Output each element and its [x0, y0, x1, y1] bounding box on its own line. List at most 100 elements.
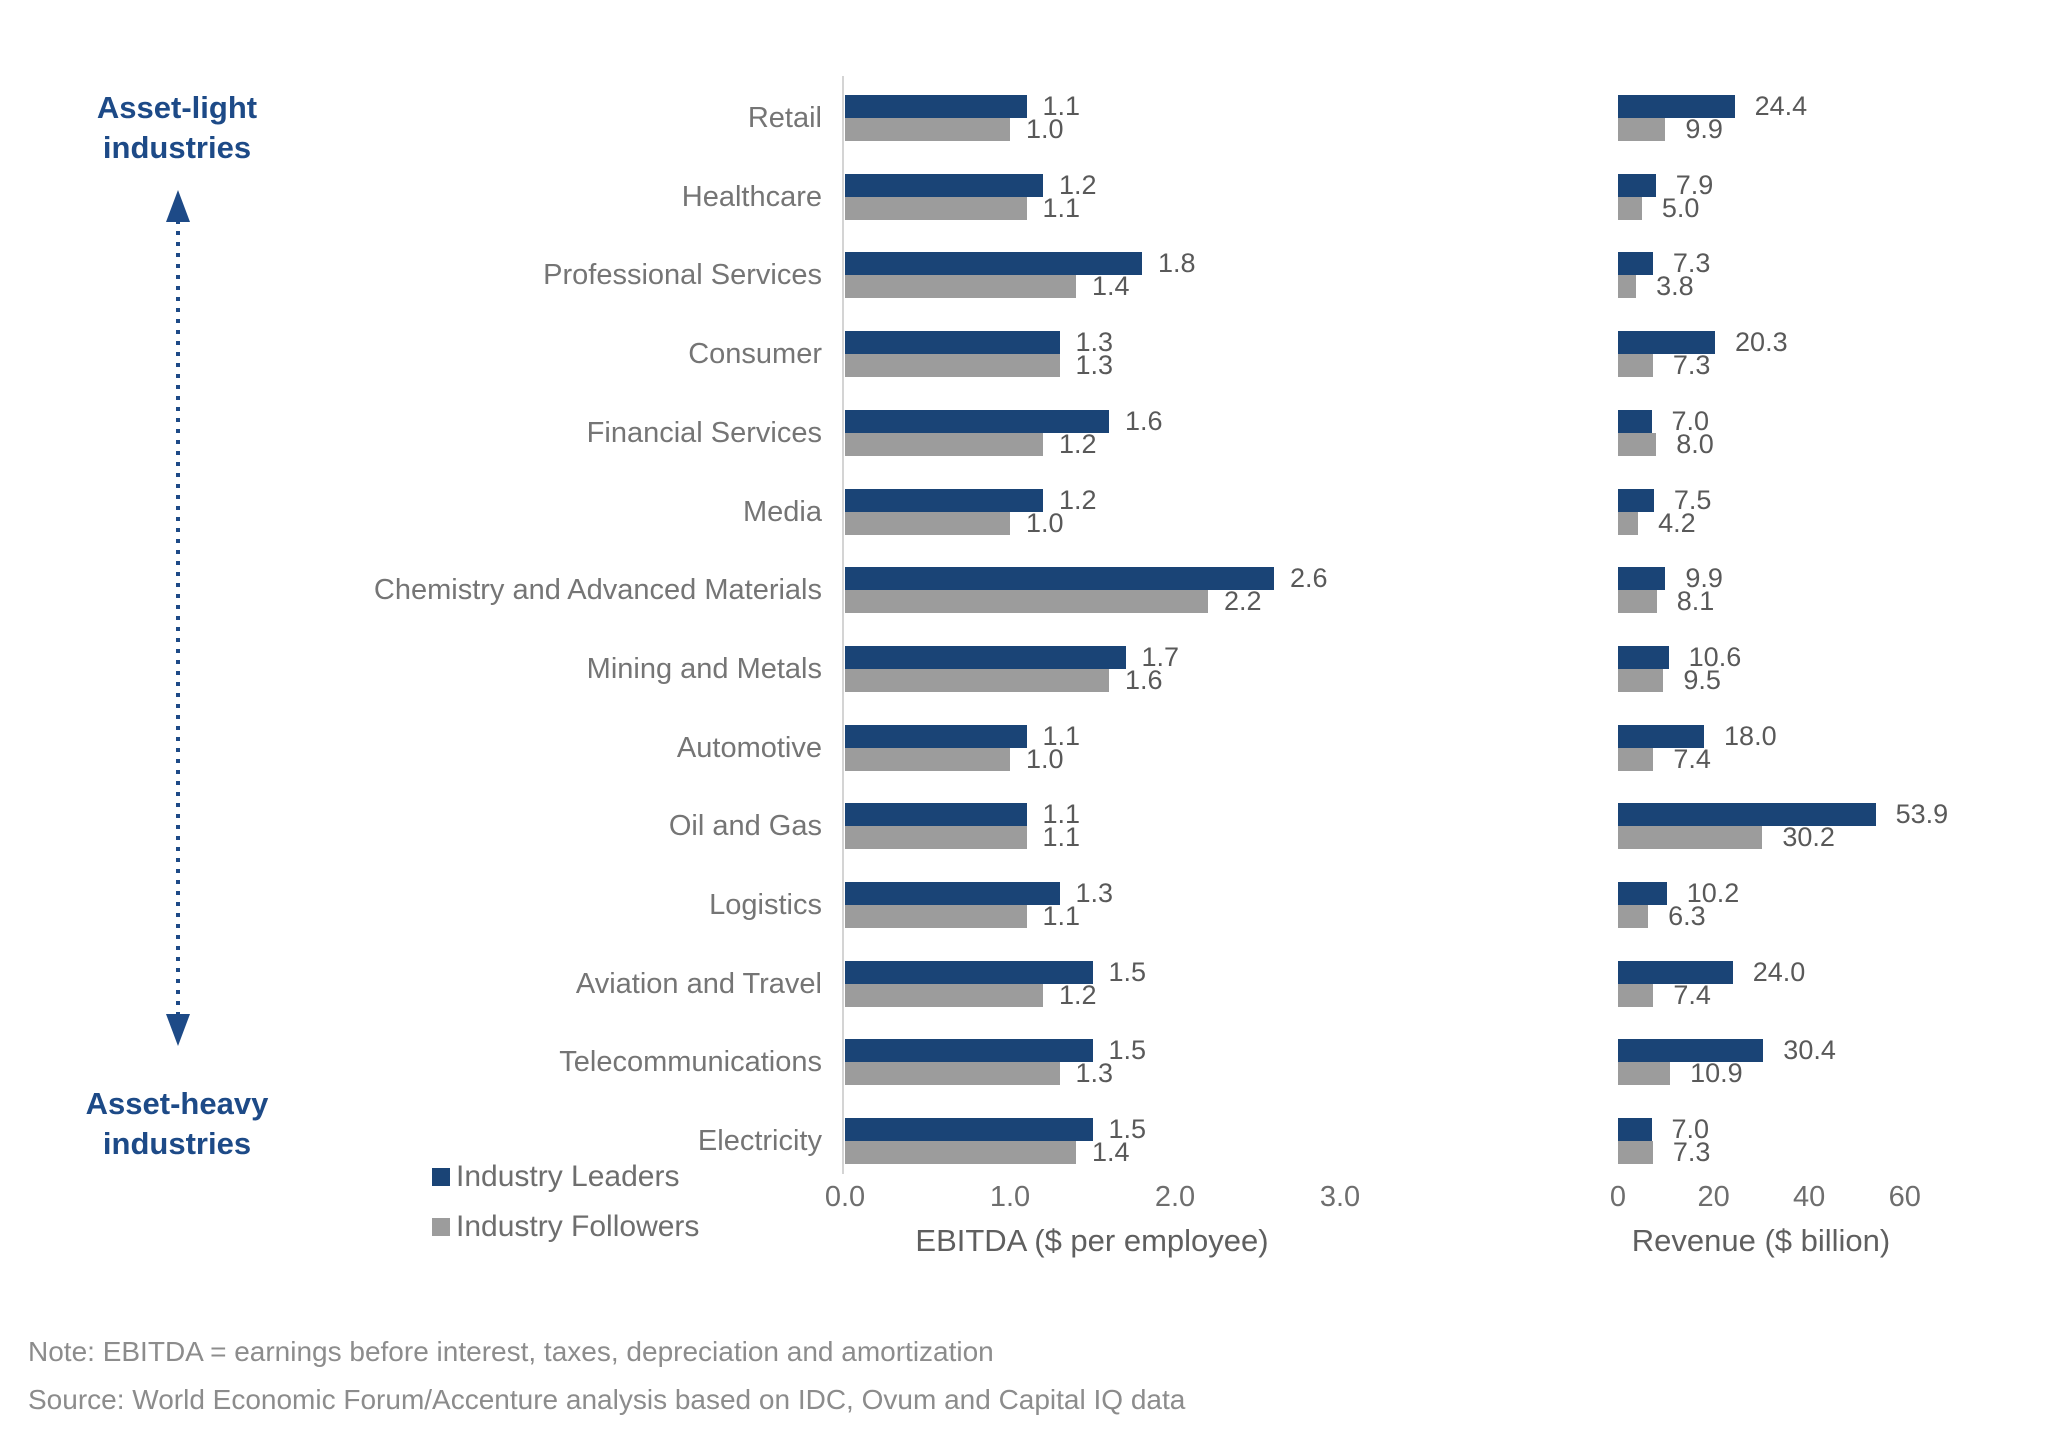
revenue-value-follower: 7.4 [1673, 743, 1711, 774]
revenue-bar-follower [1618, 1141, 1653, 1165]
ebitda-bar-leader [845, 724, 1027, 748]
ebitda-tick-label: 0.0 [824, 1181, 866, 1213]
ebitda-value-follower: 1.0 [1026, 114, 1064, 144]
revenue-bar-leader [1618, 960, 1733, 984]
ebitda-bar-leader [845, 331, 1060, 355]
revenue-tick-label: 40 [1793, 1181, 1826, 1213]
revenue-value-leader: 20.3 [1735, 327, 1788, 358]
ebitda-bar-leader [845, 803, 1027, 827]
revenue-bar-leader [1618, 1118, 1652, 1142]
revenue-bar-follower [1618, 196, 1642, 220]
ebitda-bar-leader [845, 882, 1060, 905]
ebitda-bar-follower [845, 1062, 1060, 1086]
ebitda-axis-title: EBITDA ($ per employee) [915, 1223, 1269, 1258]
category-label: Automotive [676, 731, 822, 764]
ebitda-value-leader: 1.5 [1108, 1114, 1147, 1145]
legend-followers-label: Industry Followers [456, 1210, 700, 1243]
category-label: Professional Services [543, 259, 822, 292]
revenue-value-leader: 24.4 [1754, 91, 1808, 121]
ebitda-value-follower: 2.2 [1224, 586, 1262, 617]
revenue-bar-leader [1618, 1039, 1764, 1063]
ebitda-bar-leader [845, 409, 1109, 433]
asset-heavy-label: Asset-heavy industries [52, 1084, 302, 1163]
legend-leaders-label: Industry Leaders [456, 1160, 680, 1193]
revenue-value-leader: 30.4 [1783, 1035, 1836, 1066]
revenue-bar-follower [1618, 983, 1654, 1007]
revenue-bar-follower [1618, 668, 1664, 692]
category-label: Aviation and Travel [575, 967, 822, 1000]
ebitda-value-follower: 1.3 [1075, 350, 1114, 381]
ebitda-bar-follower [845, 354, 1060, 378]
ebitda-bar-leader [845, 567, 1274, 591]
revenue-value-follower: 10.9 [1690, 1058, 1743, 1089]
revenue-bar-follower [1618, 905, 1649, 928]
revenue-bar-follower [1618, 118, 1666, 141]
category-label: Telecommunications [559, 1046, 822, 1079]
ebitda-value-leader: 1.3 [1075, 327, 1114, 358]
revenue-bar-leader [1618, 645, 1669, 669]
category-label: Electricity [697, 1125, 822, 1158]
ebitda-tick-label: 2.0 [1154, 1181, 1196, 1213]
revenue-bar-leader [1618, 95, 1735, 118]
ebitda-bar-leader [845, 173, 1043, 197]
ebitda-bar-follower [845, 511, 1010, 535]
revenue-value-leader: 10.6 [1688, 641, 1742, 672]
revenue-bar-follower [1618, 432, 1657, 456]
category-label: Logistics [709, 889, 822, 921]
category-label: Retail [747, 102, 822, 134]
revenue-bar-leader [1618, 173, 1656, 197]
ebitda-value-follower: 1.0 [1026, 743, 1064, 774]
revenue-bar-leader [1618, 488, 1654, 512]
revenue-value-follower: 9.9 [1685, 114, 1723, 144]
revenue-value-follower: 9.5 [1683, 664, 1721, 695]
category-label: Oil and Gas [668, 810, 822, 843]
ebitda-value-follower: 1.4 [1092, 1137, 1130, 1168]
category-label: Mining and Metals [586, 652, 822, 685]
ebitda-value-follower: 1.2 [1059, 979, 1097, 1010]
revenue-value-follower: 6.3 [1668, 901, 1706, 931]
revenue-value-leader: 7.9 [1675, 169, 1714, 200]
source-text: Source: World Economic Forum/Accenture a… [28, 1384, 1186, 1415]
revenue-tick-label: 60 [1888, 1181, 1921, 1213]
revenue-axis-title: Revenue ($ billion) [1631, 1223, 1891, 1258]
ebitda-bar-follower [845, 747, 1010, 771]
ebitda-value-follower: 1.1 [1042, 901, 1081, 931]
ebitda-bar-leader [845, 252, 1142, 276]
revenue-bar-follower [1618, 826, 1763, 850]
asset-heavy-line1: Asset-heavy [85, 1086, 269, 1121]
asset-light-line2: industries [102, 129, 252, 165]
revenue-bar-leader [1618, 724, 1704, 748]
legend-item-leaders: Industry Leaders [432, 1160, 679, 1194]
ebitda-bar-follower [845, 196, 1027, 220]
revenue-tick-label: 20 [1697, 1181, 1730, 1213]
revenue-bar-leader [1618, 331, 1715, 355]
ebitda-bar-leader [845, 645, 1126, 669]
revenue-value-follower: 3.8 [1656, 271, 1694, 302]
ebitda-bar-leader [845, 488, 1043, 512]
ebitda-value-leader: 1.1 [1042, 91, 1081, 121]
ebitda-bar-follower [845, 905, 1027, 928]
ebitda-value-leader: 1.6 [1125, 405, 1163, 436]
legend-item-followers: Industry Followers [432, 1210, 699, 1244]
revenue-value-leader: 53.9 [1895, 799, 1949, 830]
ebitda-value-leader: 1.1 [1042, 720, 1081, 751]
ebitda-value-leader: 2.6 [1290, 563, 1328, 594]
ebitda-bar-leader [845, 960, 1093, 984]
ebitda-axis-line [842, 76, 844, 1174]
revenue-value-follower: 5.0 [1661, 192, 1700, 223]
ebitda-bar-follower [845, 826, 1027, 850]
ebitda-value-follower: 1.0 [1026, 507, 1064, 538]
revenue-bar-leader [1618, 882, 1667, 905]
ebitda-bar-leader [845, 1039, 1093, 1063]
revenue-value-leader: 7.3 [1672, 248, 1711, 279]
asset-heavy-line2: industries [102, 1125, 252, 1161]
ebitda-value-leader: 1.2 [1059, 169, 1097, 200]
revenue-tick-label: 0 [1609, 1181, 1627, 1213]
note-text: Note: EBITDA = earnings before interest,… [28, 1336, 994, 1367]
revenue-value-leader: 7.0 [1671, 1114, 1709, 1145]
revenue-bar-leader [1618, 252, 1653, 276]
ebitda-value-leader: 1.7 [1141, 641, 1180, 672]
ebitda-value-leader: 1.5 [1108, 1035, 1147, 1066]
category-label: Healthcare [681, 180, 822, 213]
